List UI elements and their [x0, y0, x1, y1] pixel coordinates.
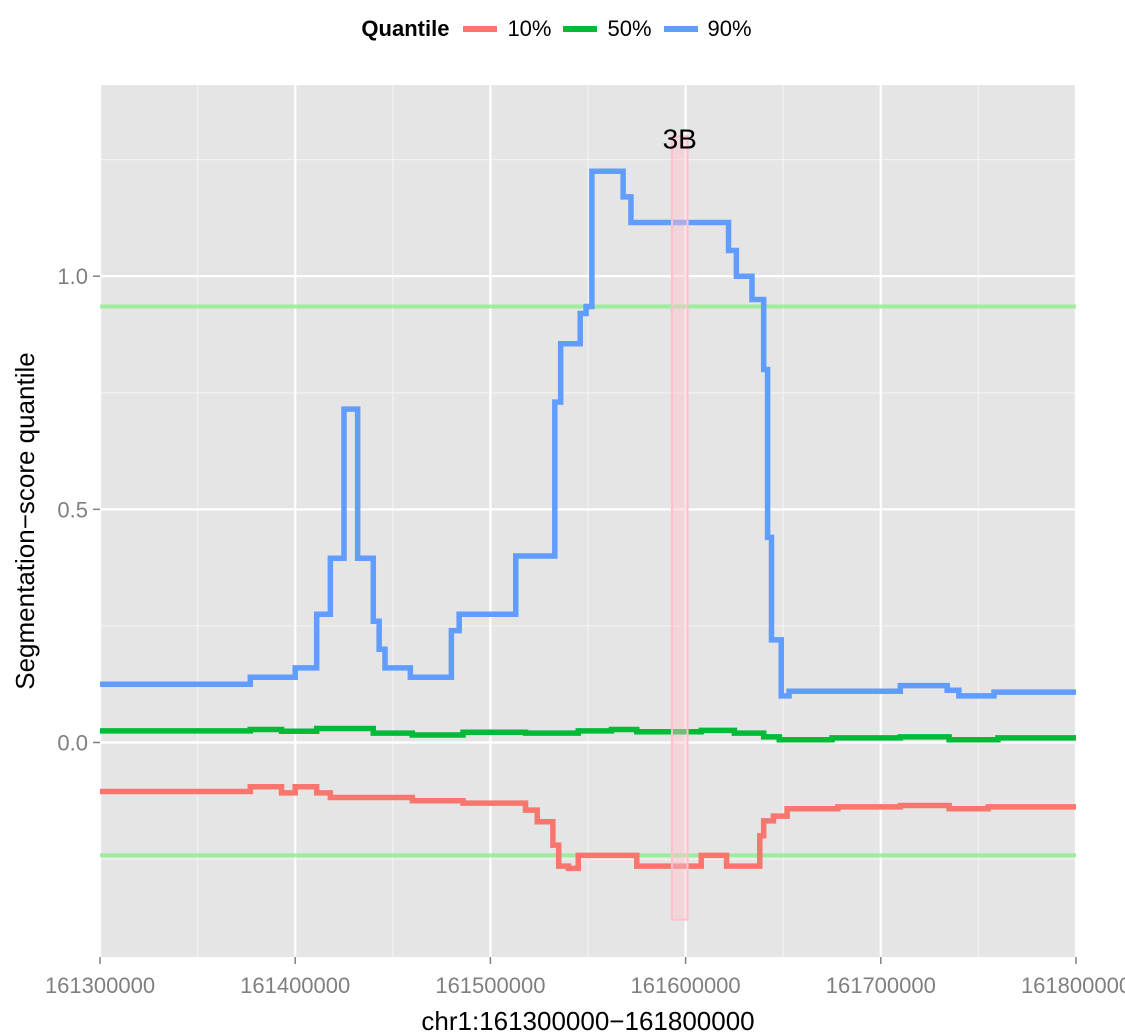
x-tick-label: 161500000: [435, 973, 545, 998]
y-tick-label: 0.0: [57, 730, 88, 755]
legend: Quantile 10% 50% 90%: [0, 12, 1125, 46]
legend-label-10: 10%: [507, 16, 552, 41]
region-label: 3B: [663, 123, 697, 154]
y-tick-label: 1.0: [57, 264, 88, 289]
x-tick-label: 161700000: [826, 973, 936, 998]
x-tick-label: 161800000: [1021, 973, 1125, 998]
x-tick-label: 161400000: [240, 973, 350, 998]
x-axis-label: chr1:161300000−161800000: [421, 1006, 754, 1036]
legend-item-10: 10%: [463, 16, 559, 42]
y-axis-ticks: 0.0 0.5 1.0: [57, 264, 100, 755]
legend-swatch-50: [563, 26, 598, 32]
x-tick-label: 161300000: [45, 973, 155, 998]
series-lines: [100, 168, 1076, 872]
x-tick-label: 161600000: [631, 973, 741, 998]
x-axis-ticks: 161300000 161400000 161500000 161600000 1617…: [45, 957, 1125, 998]
grid-lines: [98, 85, 1078, 957]
legend-swatch-10: [463, 26, 498, 32]
series-line-50: [100, 725, 1076, 743]
y-tick-label: 0.5: [57, 497, 88, 522]
y-axis-label: Segmentation−score quantile: [10, 352, 40, 690]
legend-item-90: 90%: [663, 16, 760, 42]
legend-title: Quantile: [361, 16, 450, 41]
series-line-90: [100, 168, 1076, 699]
series-line-10: [100, 784, 1076, 872]
legend-item-50: 50%: [563, 16, 659, 42]
region-rect: [670, 135, 689, 921]
highlight-region: 3B: [663, 123, 697, 921]
legend-swatch-90: [663, 26, 698, 32]
legend-label-50: 50%: [607, 16, 652, 41]
legend-label-90: 90%: [707, 16, 752, 41]
